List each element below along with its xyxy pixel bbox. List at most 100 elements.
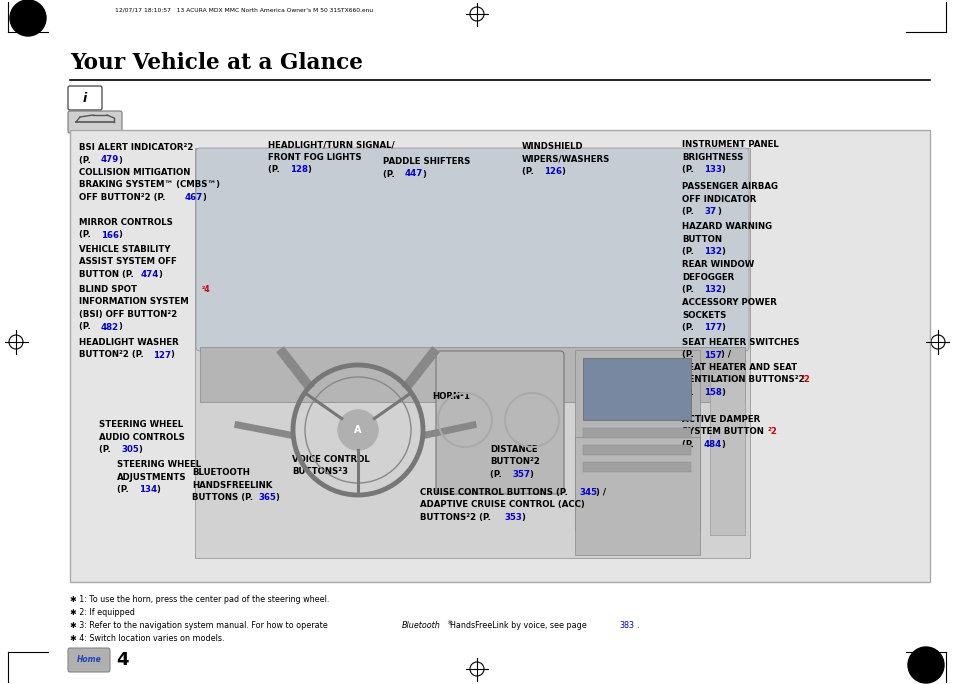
Text: STEERING WHEEL: STEERING WHEEL	[117, 460, 201, 469]
Text: 482: 482	[101, 322, 119, 332]
Text: 353: 353	[503, 513, 521, 522]
Text: VEHICLE STABILITY: VEHICLE STABILITY	[79, 245, 171, 254]
Text: (P.: (P.	[117, 485, 132, 494]
Text: BUTTON (P.: BUTTON (P.	[79, 270, 136, 279]
Text: 177: 177	[703, 323, 721, 332]
Text: A: A	[354, 425, 361, 435]
Text: (P.: (P.	[382, 170, 397, 179]
Text: ): )	[118, 155, 122, 164]
Text: ): )	[720, 285, 724, 294]
Text: ²4: ²4	[202, 285, 211, 294]
Bar	[575, 350, 700, 530]
Text: BRAKING SYSTEM™ (CMBS™): BRAKING SYSTEM™ (CMBS™)	[79, 181, 220, 189]
Text: 134: 134	[139, 485, 157, 494]
Text: BUTTONS (P.: BUTTONS (P.	[192, 493, 255, 502]
Text: (P.: (P.	[521, 167, 537, 176]
Text: ) /: ) /	[720, 350, 730, 360]
Text: ): )	[202, 193, 206, 202]
Text: ASSIST SYSTEM OFF: ASSIST SYSTEM OFF	[79, 257, 176, 267]
Text: ): )	[560, 167, 564, 176]
Text: 157: 157	[703, 350, 721, 360]
Bar	[582, 358, 690, 420]
Text: SYSTEM BUTTON: SYSTEM BUTTON	[681, 428, 763, 436]
Text: HandsFreeLink by voice, see page: HandsFreeLink by voice, see page	[450, 621, 589, 630]
Text: BUTTONS²3: BUTTONS²3	[292, 467, 348, 477]
Text: HAZARD WARNING: HAZARD WARNING	[681, 222, 771, 231]
Text: 158: 158	[703, 388, 721, 397]
Text: 305: 305	[121, 445, 138, 454]
Text: STEERING WHEEL: STEERING WHEEL	[99, 420, 183, 429]
Bar	[582, 428, 690, 438]
Text: PADDLE SHIFTERS: PADDLE SHIFTERS	[382, 157, 470, 166]
Text: 166: 166	[101, 231, 119, 239]
Text: 365: 365	[257, 493, 275, 502]
Text: ACCESSORY POWER: ACCESSORY POWER	[681, 298, 776, 307]
Bar	[575, 437, 700, 555]
Text: 467: 467	[185, 193, 203, 202]
Text: ®: ®	[446, 621, 452, 626]
Text: ): )	[720, 247, 724, 256]
FancyBboxPatch shape	[68, 648, 110, 672]
Text: ): )	[170, 350, 173, 360]
Text: ✱ 2: If equipped: ✱ 2: If equipped	[70, 608, 134, 617]
Circle shape	[10, 0, 46, 36]
Text: 132: 132	[703, 285, 721, 294]
Text: INSTRUMENT PANEL: INSTRUMENT PANEL	[681, 140, 778, 149]
Text: VOICE CONTROL: VOICE CONTROL	[292, 455, 370, 464]
Text: Bluetooth: Bluetooth	[401, 621, 440, 630]
Text: 126: 126	[543, 167, 561, 176]
Text: BUTTONS²2 (P.: BUTTONS²2 (P.	[419, 513, 494, 522]
Text: 447: 447	[405, 170, 423, 179]
Text: .: .	[636, 621, 638, 630]
Text: BUTTON²2: BUTTON²2	[490, 458, 539, 466]
FancyBboxPatch shape	[195, 148, 748, 351]
Text: BLIND SPOT: BLIND SPOT	[79, 285, 137, 294]
Text: i: i	[83, 92, 87, 105]
Text: 484: 484	[703, 440, 721, 449]
Text: DEFOGGER: DEFOGGER	[681, 272, 734, 282]
Text: (P.: (P.	[681, 323, 696, 332]
Text: ADJUSTMENTS: ADJUSTMENTS	[117, 473, 187, 482]
Text: DISTANCE: DISTANCE	[490, 445, 537, 454]
Text: 132: 132	[703, 247, 721, 256]
Bar	[582, 445, 690, 455]
Text: 479: 479	[101, 155, 119, 164]
Text: BUTTON²2 (P.: BUTTON²2 (P.	[79, 350, 147, 360]
Bar	[582, 462, 690, 472]
Text: (P.: (P.	[681, 350, 696, 360]
Text: AUDIO CONTROLS: AUDIO CONTROLS	[99, 432, 185, 441]
Text: REAR WINDOW: REAR WINDOW	[681, 260, 754, 269]
Text: ): )	[717, 207, 720, 216]
Text: ): )	[520, 513, 524, 522]
Text: ): )	[421, 170, 425, 179]
Text: 12/07/17 18:10:57   13 ACURA MDX MMC North America Owner's M 50 31STX660.enu: 12/07/17 18:10:57 13 ACURA MDX MMC North…	[115, 8, 373, 13]
Text: (P.: (P.	[681, 207, 696, 216]
FancyBboxPatch shape	[68, 111, 122, 133]
Text: (P.: (P.	[681, 247, 696, 256]
Text: MIRROR CONTROLS: MIRROR CONTROLS	[79, 218, 172, 227]
Text: HEADLIGHT/TURN SIGNAL/: HEADLIGHT/TURN SIGNAL/	[268, 140, 395, 149]
Text: ): )	[529, 470, 533, 479]
Text: ): )	[720, 440, 724, 449]
Text: 37: 37	[703, 207, 716, 216]
Bar	[194, 148, 749, 558]
Text: SOCKETS: SOCKETS	[681, 311, 725, 319]
Text: ): )	[118, 322, 122, 332]
Text: ✱ 3: Refer to the navigation system manual. For how to operate: ✱ 3: Refer to the navigation system manu…	[70, 621, 333, 630]
Text: ): )	[720, 165, 724, 174]
Text: ACTIVE DAMPER: ACTIVE DAMPER	[681, 415, 760, 424]
Text: OFF BUTTON²2 (P.: OFF BUTTON²2 (P.	[79, 193, 165, 202]
FancyBboxPatch shape	[436, 351, 563, 494]
Text: ): )	[307, 165, 311, 174]
Bar	[70, 130, 929, 582]
Text: ): )	[720, 323, 724, 332]
Text: ): )	[156, 485, 160, 494]
Text: SEAT HEATER AND SEAT: SEAT HEATER AND SEAT	[681, 363, 797, 372]
Text: HEADLIGHT WASHER: HEADLIGHT WASHER	[79, 338, 178, 347]
Text: ): )	[118, 231, 122, 239]
Text: PASSENGER AIRBAG: PASSENGER AIRBAG	[681, 182, 778, 191]
Text: 133: 133	[703, 165, 721, 174]
Circle shape	[337, 410, 377, 450]
FancyBboxPatch shape	[68, 86, 102, 110]
Bar	[200, 347, 744, 402]
